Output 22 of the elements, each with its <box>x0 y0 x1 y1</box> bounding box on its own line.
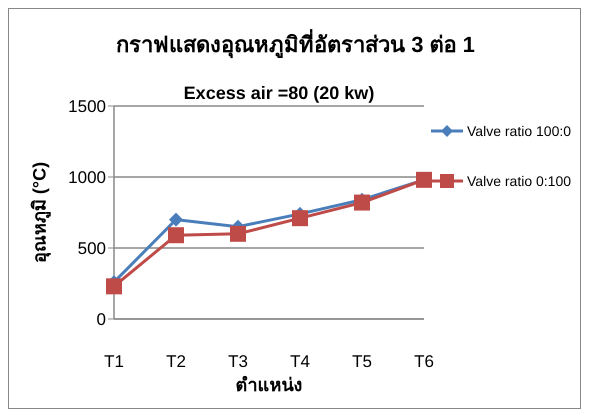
point <box>354 194 370 211</box>
chart-subtitle: Excess air =80 (20 kw) <box>182 83 376 104</box>
x-tick-label: T3 <box>228 352 248 372</box>
legend-label: Valve ratio 0:100 <box>467 172 572 191</box>
legend-label: Valve ratio 100:0 <box>467 122 572 141</box>
y-tick-label: 1500 <box>68 97 106 116</box>
x-tick-label: T5 <box>352 352 372 372</box>
x-tick-label: T1 <box>104 352 124 372</box>
x-tick-label: T4 <box>290 352 310 372</box>
point <box>168 227 184 244</box>
point <box>106 278 122 294</box>
y-tick-label: 1000 <box>68 168 106 188</box>
chart-title: กราฟแสดงอุณหภูมิที่อัตราส่วน 3 ต่อ 1 <box>115 28 476 60</box>
y-tick-label: 500 <box>78 239 106 258</box>
x-axis-title: ตำแหน่ง <box>236 375 302 395</box>
point <box>230 226 246 242</box>
y-tick-label: 0 <box>96 310 106 330</box>
x-tick-label: T2 <box>166 352 186 372</box>
point <box>292 210 308 226</box>
point <box>169 212 183 227</box>
y-axis-title: อุณหภูมิ (°C) <box>29 162 52 264</box>
x-tick-label: T6 <box>414 352 434 372</box>
